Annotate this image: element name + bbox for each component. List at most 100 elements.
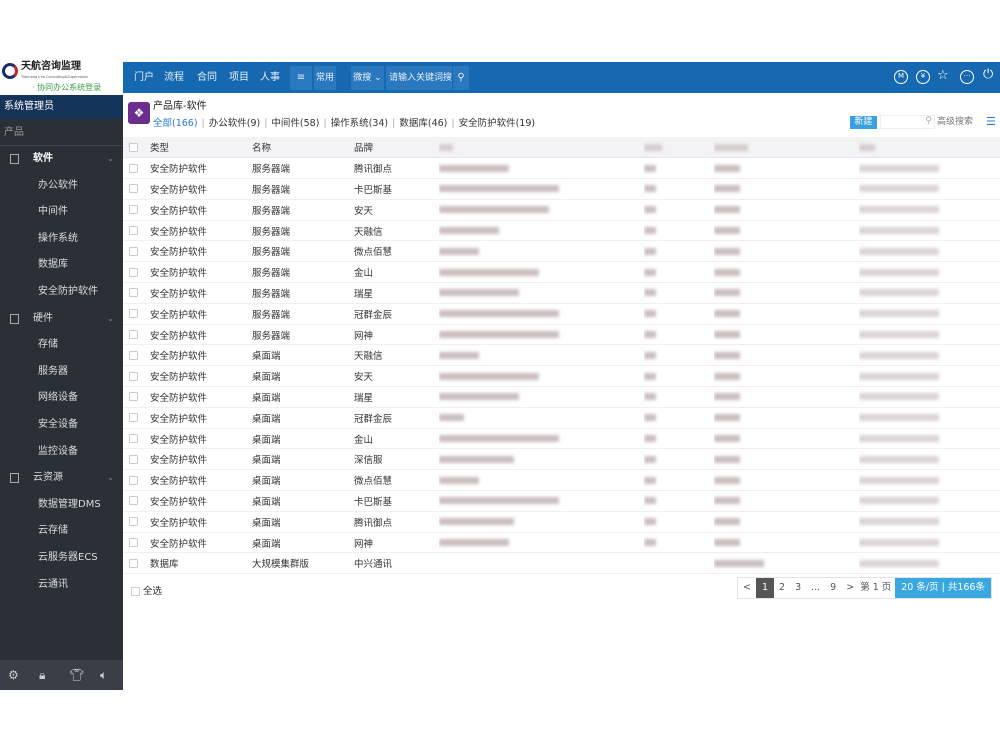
row-checkbox[interactable] (129, 309, 138, 319)
table-row[interactable]: 安全防护软件 服务器端 金山 (123, 262, 1000, 283)
table-row[interactable]: 安全防护软件 桌面端 安天 (123, 366, 1000, 387)
sidebar-item[interactable]: 云服务器ECS (38, 551, 98, 563)
sidebar-item[interactable]: 云通讯 (38, 578, 68, 590)
next-page-button[interactable]: > (846, 582, 855, 593)
page-size-info[interactable]: 20 条/页 | 共166条 (895, 578, 991, 598)
wsearch-dropdown[interactable]: 微搜 ⌄ (351, 66, 384, 90)
row-checkbox[interactable] (129, 163, 138, 173)
sidebar-item[interactable]: 安全防护软件 (38, 285, 98, 297)
sidebar-item[interactable]: 数据库 (38, 259, 68, 271)
filter-tab[interactable]: 办公软件(9) (208, 118, 261, 129)
theme-shirt-icon[interactable]: 👕︎ (69, 668, 85, 682)
row-checkbox[interactable] (129, 371, 138, 381)
table-row[interactable]: 安全防护软件 桌面端 瑞星 (123, 387, 1000, 408)
page-button[interactable]: ... (811, 582, 821, 593)
table-row[interactable]: 安全防护软件 桌面端 网神 (123, 532, 1000, 553)
table-row[interactable]: 安全防护软件 服务器端 冠群金辰 (123, 303, 1000, 325)
nav-process[interactable]: 流程 (164, 72, 184, 83)
search-input[interactable]: 请输入关键词搜索 (386, 66, 452, 90)
speaker-icon[interactable]: 🔈︎ (100, 668, 108, 682)
filter-tab[interactable]: 中间件(58) (271, 118, 320, 129)
header-checkbox[interactable] (129, 142, 138, 152)
table-row[interactable]: 安全防护软件 桌面端 金山 (123, 428, 1000, 449)
menu-icon[interactable]: ≡ (290, 66, 312, 90)
table-row[interactable]: 安全防护软件 服务器端 腾讯御点 (123, 158, 1000, 179)
row-checkbox[interactable] (129, 475, 138, 485)
lock-icon[interactable]: 🔒︎ (39, 668, 46, 682)
table-row[interactable]: 安全防护软件 服务器端 微点佰慧 (123, 241, 1000, 262)
sidebar-item[interactable]: 中间件 (38, 206, 68, 218)
common-button[interactable]: 常用 (314, 66, 336, 90)
row-checkbox[interactable] (129, 538, 138, 548)
goto-page-input[interactable]: 1 (872, 582, 879, 593)
table-row[interactable]: 安全防护软件 桌面端 冠群金辰 (123, 407, 1000, 429)
row-checkbox[interactable] (129, 350, 138, 360)
row-checkbox[interactable] (129, 392, 138, 402)
star-icon[interactable]: ☆ (937, 68, 949, 83)
sidebar-item[interactable]: 网络设备 (38, 392, 78, 404)
search-icon[interactable]: ⚲ (453, 66, 469, 90)
col-brand[interactable]: 品牌 (354, 143, 374, 155)
table-row[interactable]: 安全防护软件 服务器端 卡巴斯基 (123, 179, 1000, 200)
nav-project[interactable]: 项目 (229, 72, 249, 83)
row-checkbox[interactable] (129, 226, 138, 236)
col-name[interactable]: 名称 (252, 143, 272, 155)
sidebar-item[interactable]: 数据管理DMS (38, 498, 101, 510)
filter-tab[interactable]: 操作系统(34) (330, 118, 389, 129)
select-all[interactable]: 全选 (131, 583, 162, 597)
filter-tab[interactable]: 全部(166) (153, 118, 198, 129)
sidebar-group[interactable]: 软件 ⌄ (0, 146, 123, 173)
row-checkbox[interactable] (129, 517, 138, 527)
nav-hr[interactable]: 人事 (260, 72, 280, 83)
sidebar-item[interactable]: 服务器 (38, 365, 68, 377)
table-row[interactable]: 安全防护软件 桌面端 腾讯御点 (123, 511, 1000, 533)
row-checkbox[interactable] (129, 205, 138, 215)
row-checkbox[interactable] (129, 330, 138, 340)
page-button[interactable]: 1 (755, 578, 775, 598)
table-row[interactable]: 安全防护软件 桌面端 天融信 (123, 345, 1000, 366)
filter-tab[interactable]: 数据库(46) (399, 118, 448, 129)
m-icon[interactable]: M (894, 70, 908, 84)
table-row[interactable]: 安全防护软件 服务器端 瑞星 (123, 283, 1000, 304)
page-button[interactable]: 2 (779, 582, 786, 593)
filter-tab[interactable]: 安全防护软件(19) (458, 118, 536, 129)
sidebar-item[interactable]: 云存储 (38, 525, 68, 537)
row-checkbox[interactable] (129, 413, 138, 423)
table-row[interactable]: 安全防护软件 桌面端 微点佰慧 (123, 470, 1000, 491)
page-button[interactable]: 3 (795, 582, 802, 593)
select-all-checkbox[interactable] (131, 587, 140, 596)
table-row[interactable]: 安全防护软件 桌面端 深信服 (123, 449, 1000, 470)
sidebar-group[interactable]: 硬件 ⌄ (0, 306, 123, 333)
row-checkbox[interactable] (129, 434, 138, 444)
sidebar-group[interactable]: 云资源 ⌄ (0, 465, 123, 492)
sidebar-section-products[interactable]: 产品 (0, 119, 123, 146)
sidebar-item[interactable]: 安全设备 (38, 418, 78, 430)
table-row[interactable]: 安全防护软件 服务器端 安天 (123, 199, 1000, 221)
sidebar-item[interactable]: 办公软件 (38, 179, 78, 191)
row-checkbox[interactable] (129, 454, 138, 464)
yuan-icon[interactable]: ¥ (916, 70, 930, 84)
col-type[interactable]: 类型 (150, 143, 170, 155)
sidebar-item[interactable]: 操作系统 (38, 232, 78, 244)
nav-contract[interactable]: 合同 (197, 72, 217, 83)
table-row[interactable]: 安全防护软件 服务器端 网神 (123, 324, 1000, 345)
row-checkbox[interactable] (129, 267, 138, 277)
advanced-search-button[interactable]: 高级搜索 (937, 117, 974, 127)
list-view-icon[interactable]: ☰ (986, 115, 996, 128)
table-row[interactable]: 数据库 大规模集群版 中兴通讯 (123, 553, 1000, 574)
row-checkbox[interactable] (129, 246, 138, 256)
power-icon[interactable]: ⏻ (983, 67, 994, 82)
row-checkbox[interactable] (129, 558, 138, 568)
table-search-input[interactable]: ⚲ (880, 115, 935, 129)
page-button[interactable]: 9 (830, 582, 837, 593)
row-checkbox[interactable] (129, 288, 138, 298)
sidebar-item[interactable]: 存储 (38, 339, 58, 351)
sidebar-item[interactable]: 监控设备 (38, 445, 78, 457)
nav-portal[interactable]: 门户 (134, 72, 154, 83)
prev-page-button[interactable]: < (743, 582, 751, 593)
search-icon[interactable]: ⚲ (925, 116, 932, 126)
row-checkbox[interactable] (129, 496, 138, 506)
message-icon[interactable]: ··· (960, 70, 974, 84)
table-row[interactable]: 安全防护软件 服务器端 天融信 (123, 220, 1000, 241)
settings-icon[interactable]: ⚙ (8, 668, 19, 682)
